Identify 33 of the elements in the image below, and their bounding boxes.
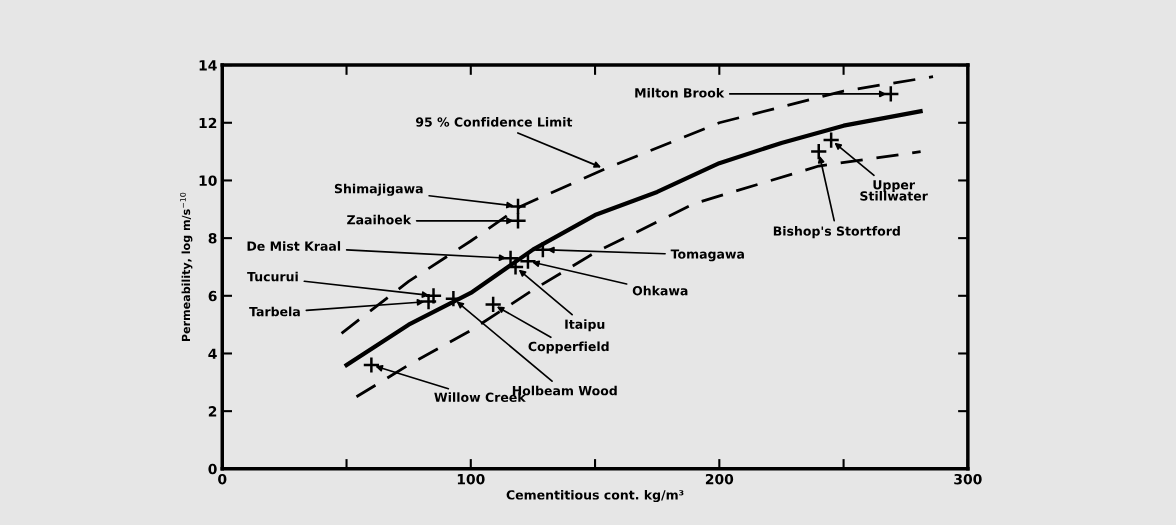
y-tick-label: 2 xyxy=(208,406,217,417)
annotation: Ohkawa xyxy=(632,285,688,296)
x-tick-label: 200 xyxy=(705,473,734,485)
point xyxy=(519,252,537,271)
annotation: De Mist Kraal xyxy=(247,241,341,251)
point xyxy=(809,142,828,161)
y-axis-title: Permeability, log m/s$^{−10}$ xyxy=(179,192,193,342)
annotation: Shimajigawa xyxy=(334,183,423,196)
y-tick-label: 8 xyxy=(208,233,217,244)
annotation: Copperfield xyxy=(528,341,609,354)
point xyxy=(484,295,503,314)
y-tick-label: 0 xyxy=(208,463,217,475)
y-tick-label: 4 xyxy=(208,348,217,359)
point xyxy=(362,356,381,374)
annotation: Bishop's Stortford xyxy=(773,226,900,239)
annotation: Upper Stillwater xyxy=(860,180,928,201)
y-tick-label: 10 xyxy=(199,175,217,186)
point xyxy=(822,131,841,149)
y-tick-label: 12 xyxy=(199,117,217,129)
x-tick-label: 100 xyxy=(457,473,485,485)
annotation: Tarbela xyxy=(249,306,300,317)
annotation: Milton Brook xyxy=(635,87,725,98)
annotation: Tomagawa xyxy=(670,249,744,262)
annotation: Tucurui xyxy=(247,271,298,282)
annotation: Itaipu xyxy=(565,319,605,332)
y-tick-label: 14 xyxy=(199,60,217,71)
annotation: Zaaihoek xyxy=(347,214,412,225)
annotation: 95 % Confidence Limit xyxy=(415,117,573,127)
x-axis-title: Cementitious cont. kg/m³ xyxy=(506,489,684,503)
x-tick-label: 0 xyxy=(218,473,227,485)
x-tick-label: 300 xyxy=(954,473,982,485)
y-tick-label: 6 xyxy=(208,290,217,302)
point xyxy=(534,240,552,259)
